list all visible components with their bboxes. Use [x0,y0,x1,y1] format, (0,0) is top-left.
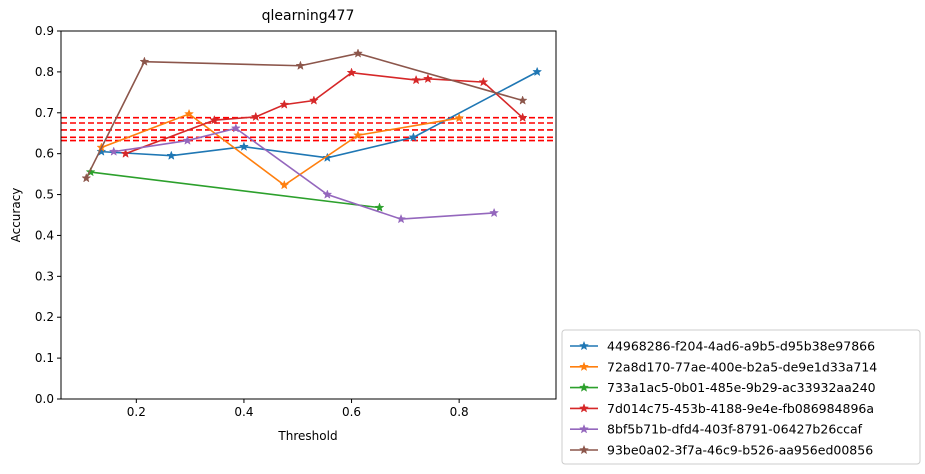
y-tick-label: 0.3 [35,269,54,283]
data-point-marker [478,76,489,87]
y-tick-label: 0.2 [35,310,54,324]
legend-label: 733a1ac5-0b01-485e-9b29-ac33932aa240 [607,380,876,395]
legend-marker [579,423,589,434]
data-point-marker [346,67,357,77]
data-point-marker [517,95,528,105]
data-point-marker [408,132,419,142]
data-point-marker [139,56,150,66]
data-point-marker [295,60,306,70]
series-line [101,71,538,159]
data-point-marker [532,66,543,77]
data-point-marker [422,73,433,84]
data-point-marker [108,146,119,156]
legend-marker [579,340,589,351]
data-point-marker [396,213,406,224]
x-tick-label: 0.6 [342,405,361,419]
x-tick-label: 0.2 [127,405,146,419]
y-tick-label: 0.9 [35,24,54,38]
legend-label: 93be0a02-3f7a-46c9-b526-aa956ed00856 [607,443,873,458]
data-point-marker [489,207,500,218]
data-point-marker [184,108,195,119]
plot-area: 0.2 0.4 0.6 0.8 0.0 0.1 0.2 0.3 0.4 0.5 0.6 0.7 0.8 0… [35,24,557,419]
legend-label: 8bf5b71b-dfd4-403f-8791-06427b26ccaf [607,422,863,437]
series-line [90,171,380,209]
y-tick-label: 0.4 [35,228,54,242]
x-tick-label: 0.4 [234,405,253,419]
x-axis-label: Threshold [277,429,337,443]
data-point-marker [279,179,290,190]
data-point-marker [182,135,193,145]
data-point-marker [353,48,363,58]
legend-box [561,329,921,465]
chart-title: qlearning477 [262,8,355,24]
legend-label: 72a8d170-77ae-400e-b2a5-de9e1d33a714 [607,359,877,374]
y-tick-label: 0.6 [35,147,54,161]
legend: 44968286-f204-4ad6-a9b5-d95b38e97866 72a8… [561,329,921,465]
legend-marker [579,403,589,413]
data-point-marker [250,111,261,122]
data-point-marker [322,189,333,199]
x-tick-label: 0.8 [450,405,469,419]
series-line [85,52,523,179]
legend-marker [579,382,589,392]
y-axis-label: Accuracy [9,188,23,243]
data-point-marker [81,172,92,183]
y-tick-label: 0.0 [35,392,54,406]
data-point-marker [517,112,528,122]
y-tick-label: 0.1 [35,351,54,365]
data-point-marker [353,130,363,140]
y-tick-label: 0.8 [35,65,54,79]
data-point-marker [209,114,220,125]
data-point-marker [308,95,319,105]
data-point-marker [230,123,241,133]
series-line [113,127,495,220]
data-point-marker [454,112,465,123]
y-tick-label: 0.7 [35,106,54,120]
data-point-marker [85,166,96,177]
data-point-marker [96,146,107,156]
axes-frame [60,30,557,400]
data-point-marker [374,202,385,212]
y-tick-label: 0.5 [35,188,54,202]
data-point-marker [166,150,177,160]
legend-label: 44968286-f204-4ad6-a9b5-d95b38e97866 [607,339,875,354]
series-line [125,71,524,155]
data-point-marker [279,99,290,109]
data-point-marker [120,148,131,158]
legend-label: 7d014c75-453b-4188-9e4e-fb086984896a [607,401,874,416]
legend-marker [579,361,589,372]
series-line [101,113,460,187]
legend-marker [579,444,589,455]
data-point-marker [322,152,333,162]
data-point-marker [238,141,249,151]
data-point-marker [411,74,422,85]
